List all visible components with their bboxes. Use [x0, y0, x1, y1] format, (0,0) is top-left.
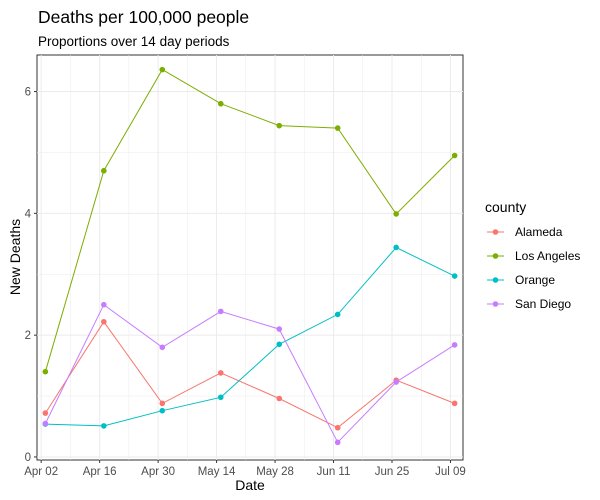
legend-item-orange: Orange	[487, 273, 555, 287]
data-point	[159, 407, 166, 414]
data-point	[159, 344, 166, 351]
legend-label: Orange	[515, 273, 555, 287]
data-point	[276, 341, 283, 348]
x-tick-label: Jun 11	[317, 466, 351, 478]
axes: 0 2 4 6 Apr 02 Apr 16 Apr 30 May 14 May 28 Jun 11…	[24, 87, 466, 478]
x-tick-label: May 14	[198, 466, 236, 478]
y-tick-label: 0	[25, 452, 31, 464]
data-point	[276, 326, 283, 332]
data-point	[334, 424, 341, 431]
x-tick-label: May 28	[256, 466, 294, 478]
legend-label: Los Angeles	[515, 249, 580, 263]
data-point	[393, 379, 399, 385]
data-point	[101, 301, 107, 308]
data-point	[276, 122, 283, 129]
y-tick-label: 2	[25, 330, 31, 342]
data-point	[42, 420, 49, 427]
legend-item-los-angeles: Los Angeles	[487, 249, 580, 263]
x-tick-label: Apr 16	[83, 466, 117, 478]
legend-key-point	[492, 229, 499, 235]
data-point	[217, 100, 224, 107]
data-point	[42, 368, 49, 375]
data-point	[451, 152, 458, 159]
data-point	[334, 439, 341, 446]
legend-title: county	[485, 199, 526, 215]
data-point	[393, 211, 399, 217]
series-line-orange	[45, 246, 455, 427]
data-point	[217, 308, 224, 315]
data-point	[451, 342, 458, 348]
grid	[37, 55, 463, 460]
data-point	[101, 167, 107, 174]
series-layer	[42, 66, 458, 446]
data-point	[451, 273, 458, 279]
data-point	[101, 318, 107, 325]
series-line-san-diego	[44, 303, 455, 444]
data-point	[159, 66, 166, 73]
chart-title: Deaths per 100,000 people	[38, 7, 249, 27]
data-point	[276, 395, 283, 402]
legend-label: San Diego	[515, 297, 571, 311]
chart-subtitle: Proportions over 14 day periods	[38, 34, 230, 49]
data-point	[393, 244, 399, 251]
series-alameda	[42, 318, 458, 431]
plot-panel	[36, 54, 464, 461]
x-tick-label: Jun 25	[375, 466, 410, 478]
legend-item-alameda: Alameda	[487, 225, 563, 239]
x-tick-label: Apr 30	[141, 466, 175, 478]
data-point	[42, 410, 49, 416]
legend: county Alameda Los Angeles Orange San Diego	[485, 199, 580, 311]
y-tick-label: 4	[25, 208, 32, 220]
legend-item-san-diego: San Diego	[487, 297, 571, 311]
series-line-alameda	[44, 320, 455, 429]
x-tick-label: Jul 09	[435, 466, 466, 478]
y-tick-label: 6	[25, 87, 31, 99]
series-los-angeles	[42, 66, 458, 375]
legend-key-point	[492, 301, 499, 307]
data-point	[451, 400, 458, 407]
data-point	[101, 423, 107, 429]
legend-key-point	[492, 253, 499, 259]
y-axis-title: New Deaths	[7, 219, 23, 295]
legend-label: Alameda	[515, 225, 563, 239]
data-point	[334, 125, 341, 131]
series-san-diego	[42, 301, 458, 446]
legend-key-point	[492, 277, 499, 283]
series-orange	[42, 244, 458, 429]
data-point	[217, 370, 224, 376]
data-point	[159, 400, 166, 407]
series-line-los-angeles	[44, 68, 455, 372]
x-tick-label: Apr 02	[24, 466, 58, 478]
data-point	[217, 394, 224, 401]
x-axis-title: Date	[235, 477, 265, 493]
data-point	[334, 311, 341, 318]
